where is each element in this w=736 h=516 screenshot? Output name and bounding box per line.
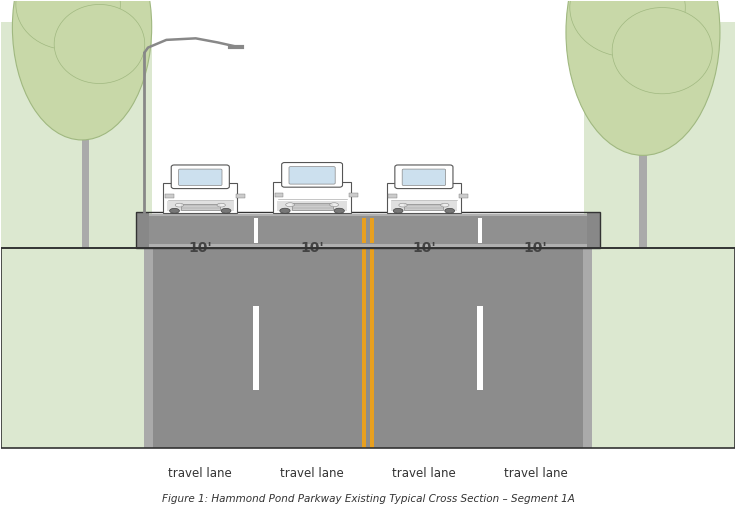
Bar: [254, 218, 258, 243]
Bar: [1, 22, 735, 248]
Bar: [291, 203, 333, 209]
Text: travel lane: travel lane: [392, 467, 456, 480]
Ellipse shape: [217, 203, 225, 207]
Bar: [362, 248, 366, 448]
Ellipse shape: [175, 203, 183, 207]
Text: travel lane: travel lane: [169, 467, 232, 480]
Ellipse shape: [566, 0, 720, 155]
Bar: [391, 201, 457, 211]
FancyBboxPatch shape: [171, 165, 230, 188]
FancyBboxPatch shape: [273, 182, 351, 213]
Bar: [370, 248, 374, 448]
Bar: [135, 212, 149, 248]
Bar: [362, 218, 366, 243]
Bar: [82, 135, 89, 248]
FancyBboxPatch shape: [282, 163, 342, 187]
Bar: [135, 212, 601, 248]
Bar: [275, 193, 283, 197]
Ellipse shape: [445, 208, 455, 213]
Bar: [583, 248, 592, 448]
Bar: [477, 306, 483, 390]
FancyBboxPatch shape: [289, 167, 335, 184]
Ellipse shape: [570, 0, 685, 57]
Text: 10': 10': [524, 241, 548, 255]
Bar: [1, 248, 144, 448]
Bar: [389, 194, 397, 198]
Ellipse shape: [13, 0, 152, 140]
Bar: [350, 193, 358, 197]
Text: 10': 10': [300, 241, 324, 255]
Bar: [144, 248, 592, 448]
Bar: [459, 194, 468, 198]
Bar: [277, 201, 347, 211]
Bar: [1, 248, 735, 448]
FancyBboxPatch shape: [387, 184, 461, 213]
Bar: [144, 248, 153, 448]
Ellipse shape: [16, 0, 121, 50]
Ellipse shape: [169, 208, 180, 213]
FancyBboxPatch shape: [402, 169, 445, 186]
Bar: [148, 216, 588, 244]
Bar: [592, 248, 735, 448]
Ellipse shape: [286, 203, 294, 207]
FancyBboxPatch shape: [179, 169, 222, 186]
Bar: [165, 194, 174, 198]
Bar: [587, 212, 601, 248]
Ellipse shape: [334, 208, 344, 213]
Ellipse shape: [612, 8, 712, 94]
Ellipse shape: [399, 203, 407, 207]
Bar: [181, 204, 220, 209]
Bar: [137, 214, 599, 248]
Ellipse shape: [280, 208, 290, 213]
Bar: [584, 22, 735, 248]
Bar: [370, 218, 374, 243]
Ellipse shape: [222, 208, 231, 213]
Ellipse shape: [54, 5, 145, 84]
Ellipse shape: [393, 208, 403, 213]
Bar: [640, 155, 647, 248]
Text: Figure 1: Hammond Pond Parkway Existing Typical Cross Section – Segment 1A: Figure 1: Hammond Pond Parkway Existing …: [162, 494, 574, 504]
Ellipse shape: [330, 203, 339, 207]
Bar: [1, 22, 152, 248]
Bar: [478, 218, 482, 243]
Bar: [404, 204, 443, 209]
FancyBboxPatch shape: [394, 165, 453, 188]
Ellipse shape: [441, 203, 449, 207]
FancyBboxPatch shape: [163, 184, 237, 213]
Text: 10': 10': [412, 241, 436, 255]
Bar: [253, 306, 259, 390]
Text: 10': 10': [188, 241, 212, 255]
Text: travel lane: travel lane: [504, 467, 567, 480]
Bar: [236, 194, 244, 198]
Bar: [167, 201, 233, 211]
Text: travel lane: travel lane: [280, 467, 344, 480]
